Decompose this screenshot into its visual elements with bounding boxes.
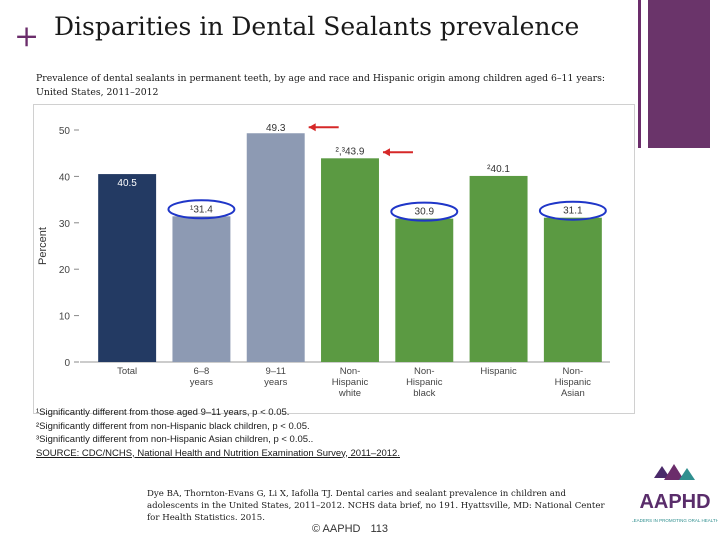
x-tick-label: Hispanic <box>555 377 592 388</box>
x-tick-label: Hispanic <box>480 366 517 377</box>
bar <box>469 175 528 362</box>
slide-title: Disparities in Dental Sealants prevalenc… <box>54 12 580 41</box>
x-tick-label: Asian <box>561 388 585 399</box>
x-tick-label: Non- <box>340 366 361 377</box>
source-note: SOURCE: CDC/NCHS, National Health and Nu… <box>36 447 400 459</box>
data-label: 30.9 <box>415 207 435 218</box>
y-tick-label: 40 <box>59 172 71 183</box>
annotation-arrowhead <box>382 148 390 157</box>
x-tick-label: 9–11 <box>265 366 285 377</box>
page-number: 113 <box>370 523 388 535</box>
x-tick-label: Non- <box>563 366 584 377</box>
footnote: ³Significantly different from non-Hispan… <box>36 434 314 445</box>
plus-icon: + <box>14 19 40 54</box>
x-tick-label: white <box>338 388 361 399</box>
data-label: 40.5 <box>117 178 137 189</box>
bar <box>543 217 602 362</box>
footnotes: ¹Significantly different from those aged… <box>36 406 400 460</box>
accent-bar-wide <box>648 0 710 148</box>
x-tick-label: Hispanic <box>332 377 369 388</box>
y-tick-label: 10 <box>59 312 71 323</box>
aaphd-logo: AAPHD LEADERS IN PROMOTING ORAL HEALTH <box>632 464 718 523</box>
bar <box>395 218 454 362</box>
y-tick-label: 30 <box>59 219 71 230</box>
data-label: 49.3 <box>266 123 286 134</box>
data-label: 31.1 <box>563 206 583 217</box>
x-tick-label: Total <box>117 366 137 377</box>
highlight-ellipse <box>390 201 459 222</box>
data-label: ²,³43.9 <box>336 146 365 157</box>
data-label: ¹31.4 <box>190 204 213 215</box>
x-tick-label: black <box>413 388 435 399</box>
bar <box>172 216 231 362</box>
y-axis-label: Percent <box>37 227 49 265</box>
bar <box>98 174 157 362</box>
y-tick-label: 0 <box>64 358 70 369</box>
x-tick-label: years <box>264 377 287 388</box>
x-tick-label: 6–8 <box>193 366 209 377</box>
logo-wordmark: AAPHD <box>639 491 710 513</box>
x-tick-label: years <box>190 377 213 388</box>
chart-subtitle: Prevalence of dental sealants in permane… <box>36 73 605 98</box>
highlight-ellipse <box>167 199 236 220</box>
y-tick-label: 20 <box>59 265 71 276</box>
accent-bar-thin <box>638 0 641 148</box>
footer: © AAPHD 113 <box>312 523 388 535</box>
highlight-ellipse <box>538 200 607 221</box>
citation: Dye BA, Thornton-Evans G, Li X, Iafolla … <box>147 489 605 523</box>
bar <box>246 133 305 362</box>
data-label: ²40.1 <box>487 164 510 175</box>
bar <box>321 158 379 362</box>
annotation-arrowhead <box>308 123 316 132</box>
x-tick-label: Hispanic <box>406 377 443 388</box>
copyright: © AAPHD <box>312 523 361 535</box>
x-tick-label: Non- <box>414 366 435 377</box>
footnote: ²Significantly different from non-Hispan… <box>36 420 310 432</box>
y-tick-label: 50 <box>59 126 71 137</box>
logo-tagline: LEADERS IN PROMOTING ORAL HEALTH <box>632 518 718 523</box>
footnote: ¹Significantly different from those aged… <box>36 407 290 418</box>
